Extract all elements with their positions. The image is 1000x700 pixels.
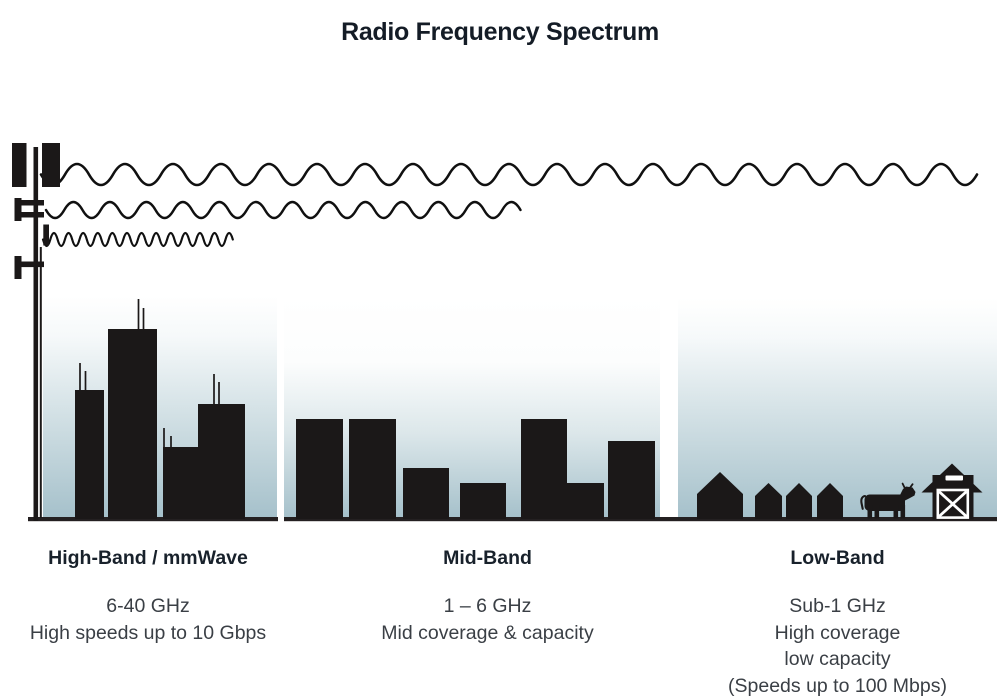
mid-band-detail: Mid coverage & capacity bbox=[381, 621, 594, 644]
building-1 bbox=[296, 419, 343, 519]
barn-door-frame bbox=[936, 488, 970, 519]
building-2 bbox=[349, 419, 396, 519]
cow-icon bbox=[860, 482, 916, 519]
building-3 bbox=[403, 468, 449, 519]
mid-band-coverage-panel bbox=[284, 296, 660, 517]
tower-transmitter-box bbox=[43, 224, 49, 246]
skyscraper-2 bbox=[108, 329, 157, 519]
house-icon-1 bbox=[697, 472, 743, 519]
high-band-wave-icon bbox=[41, 231, 234, 248]
house-icon-3 bbox=[786, 483, 812, 519]
low-band-detail-2: low capacity bbox=[784, 648, 891, 671]
low-band-wave-icon bbox=[39, 162, 979, 187]
low-band-detail-3: (Speeds up to 100 Mbps) bbox=[728, 674, 947, 697]
building-6 bbox=[567, 483, 604, 519]
high-band-label-block: High-Band / mmWave 6-40 GHz High speeds … bbox=[3, 547, 293, 646]
high-band-frequency: 6-40 GHz bbox=[106, 595, 190, 617]
skyscraper-1 bbox=[75, 390, 104, 519]
building-4 bbox=[460, 483, 506, 519]
skyscraper-4 bbox=[198, 404, 245, 519]
page-title: Radio Frequency Spectrum bbox=[341, 17, 659, 46]
high-band-detail: High speeds up to 10 Gbps bbox=[29, 621, 267, 644]
cell-tower-icon bbox=[12, 143, 60, 521]
house-icon-4 bbox=[817, 483, 843, 519]
mid-band-label-block: Mid-Band 1 – 6 GHz Mid coverage & capaci… bbox=[340, 547, 635, 646]
barn-door-cross bbox=[938, 490, 968, 518]
town-buildings-silhouette bbox=[296, 419, 655, 519]
house-icon-2 bbox=[755, 483, 782, 519]
barn-loft-window bbox=[945, 475, 963, 481]
barn-icon bbox=[921, 463, 983, 520]
skyscraper-3 bbox=[163, 447, 198, 519]
low-band-detail-1: High coverage bbox=[774, 621, 901, 644]
ground-line-left bbox=[28, 517, 278, 522]
high-band-heading: High-Band / mmWave bbox=[48, 547, 248, 569]
ground-lines bbox=[28, 517, 997, 522]
mid-band-wave-icon bbox=[44, 200, 522, 220]
mid-band-heading: Mid-Band bbox=[443, 547, 532, 569]
tower-dish-upper bbox=[14, 198, 22, 221]
ground-line-right bbox=[284, 517, 997, 522]
radio-waves bbox=[39, 162, 979, 248]
coverage-panels bbox=[43, 296, 997, 517]
city-skyline-silhouette bbox=[75, 299, 245, 519]
tower-dish-lower bbox=[14, 256, 22, 279]
low-band-heading: Low-Band bbox=[790, 547, 885, 569]
tower-antenna-panel-right bbox=[42, 143, 60, 187]
mid-band-frequency: 1 – 6 GHz bbox=[443, 595, 532, 617]
tower-antenna-panel-left bbox=[12, 143, 27, 187]
low-band-label-block: Low-Band Sub-1 GHz High coverage low cap… bbox=[690, 547, 985, 699]
building-5 bbox=[521, 419, 567, 519]
low-band-frequency: Sub-1 GHz bbox=[789, 595, 886, 617]
farm-silhouette bbox=[697, 463, 983, 520]
building-7 bbox=[608, 441, 655, 519]
